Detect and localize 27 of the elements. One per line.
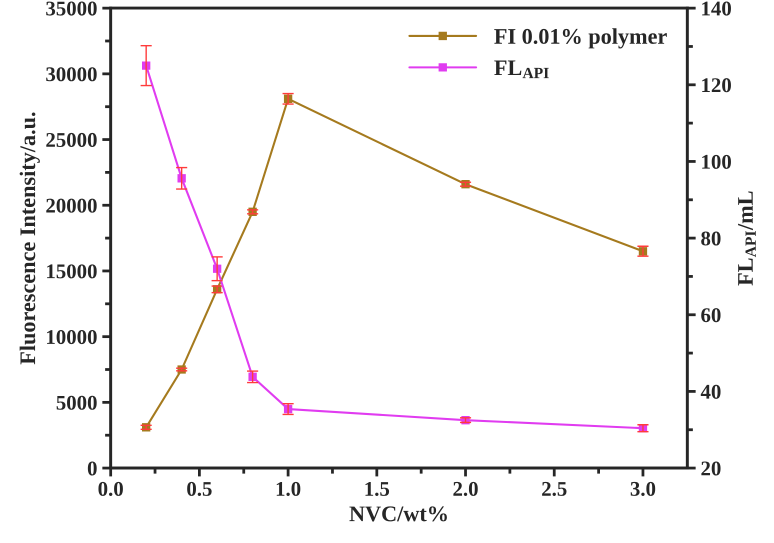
y2-tick-label: 120 [702,78,731,92]
y2-tick-label: 140 [702,2,731,16]
x-tick-label: 2.0 [453,482,478,496]
x-axis-title: NVC/wt% [349,506,447,522]
x-tick-label: 1.5 [365,482,390,496]
y2-axis-title: FL$_{API}$/mL [738,191,756,286]
legend-label: FL$_{API}$ [494,60,549,78]
y2-tick-label: 80 [701,231,721,246]
y2-tick-label: 60 [701,308,721,322]
x-tick-label: 0.0 [98,482,123,496]
y-axis-title: Fluorescence Intensity/a.u. [20,112,40,364]
x-tick-label: 1.0 [276,482,300,496]
x-tick-label: 3.0 [630,482,656,496]
y-tick-label: 0 [88,461,97,476]
y-tick-label: 15000 [47,264,97,278]
y-tick-label: 5000 [56,396,97,410]
y-tick-label: 10000 [47,330,97,344]
y2-tick-label: 20 [701,461,721,476]
y-tick-label: 35000 [46,2,97,16]
legend-label: FI 0.01% polymer [494,28,667,48]
y-tick-label: 30000 [46,67,97,82]
y-tick-label: 25000 [46,132,97,147]
x-tick-label: 0.5 [187,482,212,496]
x-tick-label: 2.5 [542,482,567,496]
y-tick-label: 20000 [46,198,97,213]
y2-tick-label: 40 [700,384,721,399]
y2-tick-label: 100 [702,154,731,169]
